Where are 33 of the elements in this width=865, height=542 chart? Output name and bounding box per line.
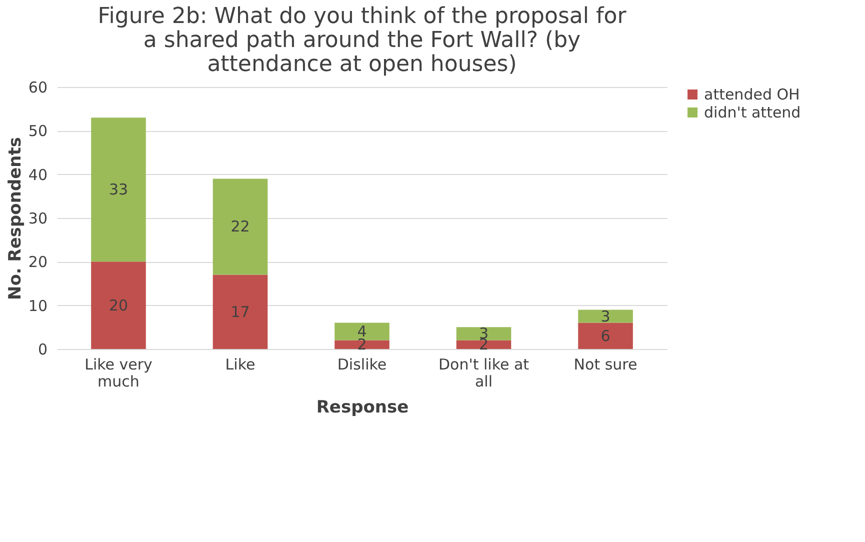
legend-label: didn't attend (704, 104, 801, 122)
y-tick-label: 0 (38, 340, 48, 358)
data-label: 17 (230, 302, 250, 321)
bar (212, 274, 268, 349)
x-tick-label: Like (225, 356, 256, 374)
y-tick-label: 20 (28, 253, 48, 272)
data-label: 2 (357, 336, 367, 354)
data-label: 22 (230, 218, 250, 236)
x-tick-label: Dislike (337, 356, 387, 374)
y-tick-label: 40 (28, 166, 48, 184)
bar (456, 340, 512, 349)
data-label: 6 (600, 326, 610, 345)
x-tick-label: Don't like at all (438, 356, 530, 390)
bar (456, 327, 512, 340)
bar (578, 322, 633, 349)
bar (578, 310, 633, 323)
chart-title: Figure 2b: What do you think of the proposal for a shared path around the Fort Wall? (by attendance at open houses) (98, 4, 628, 77)
x-tick-label: Like very much (84, 356, 153, 390)
y-tick-label: 60 (28, 78, 48, 96)
bar (91, 262, 146, 349)
x-axis-title: Response (316, 398, 409, 418)
bar (212, 178, 268, 275)
y-tick-label: 10 (28, 296, 48, 315)
legend-label: attended OH (704, 86, 800, 104)
y-axis-title: No. Respondents (5, 136, 26, 300)
y-tick-label: 50 (28, 122, 48, 140)
data-label: 20 (108, 296, 128, 314)
data-label: 33 (108, 180, 128, 199)
bar (91, 118, 146, 262)
data-label: 3 (600, 307, 610, 326)
x-tick-label: Not sure (574, 356, 638, 374)
bar (334, 340, 390, 349)
y-tick-label: 30 (28, 210, 48, 228)
